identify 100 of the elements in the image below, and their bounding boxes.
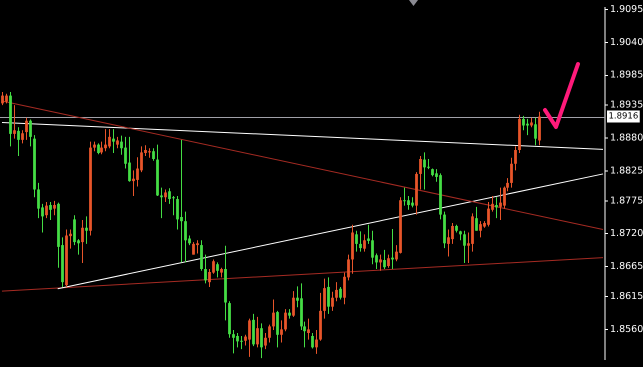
y-tick-label: 1.8880	[610, 132, 643, 144]
candlestick	[311, 332, 314, 350]
candlestick	[280, 320, 283, 344]
candlestick	[104, 128, 107, 152]
candlestick	[379, 254, 382, 272]
candlestick	[459, 230, 462, 241]
candlestick	[371, 230, 374, 265]
candlestick	[530, 117, 533, 128]
candlestick	[339, 286, 342, 300]
candlestick	[132, 170, 135, 197]
candlestick	[284, 308, 287, 332]
candlestick	[21, 130, 24, 144]
candlestick	[447, 229, 450, 257]
candlestick	[463, 230, 466, 264]
candlestick	[168, 188, 171, 204]
candlestick	[419, 155, 422, 190]
y-tick-label: 1.8825	[610, 165, 643, 176]
candlestick	[276, 310, 279, 348]
candlestick	[307, 318, 310, 340]
candlestick	[260, 322, 263, 359]
candlestick	[192, 242, 195, 256]
candlestick	[323, 278, 326, 320]
candlestick	[200, 240, 203, 272]
candlestick	[176, 196, 179, 230]
candlestick	[538, 111, 541, 146]
candlestick	[514, 146, 517, 171]
candlestick	[196, 240, 199, 254]
candlestick	[136, 156, 139, 187]
y-tick-label: 1.8720	[610, 228, 643, 240]
candlestick	[53, 200, 56, 216]
candlestick	[220, 267, 223, 278]
candlestick	[331, 291, 334, 312]
candlestick	[359, 230, 362, 252]
candlestick	[363, 234, 366, 252]
y-tick-label: 1.8985	[610, 70, 643, 81]
candlestick	[85, 216, 88, 244]
candlestick	[534, 117, 537, 146]
candlestick	[100, 141, 103, 155]
candlestick	[423, 152, 426, 190]
candlestick	[112, 128, 115, 154]
y-tick-label: 1.8615	[610, 290, 643, 302]
candlestick	[108, 128, 111, 149]
candlestick	[272, 299, 275, 330]
candlestick	[73, 214, 76, 246]
candlestick	[240, 335, 243, 350]
ref-line-label: 1.8916	[608, 112, 638, 122]
y-tick-label: 1.8775	[610, 195, 643, 206]
y-tick-label: 1.9095	[610, 4, 643, 15]
candlestick	[172, 196, 175, 216]
y-tick-label: 1.8935	[610, 100, 643, 111]
candlestick	[288, 308, 291, 320]
candlestick	[383, 249, 386, 270]
y-tick-label: 1.8560	[610, 324, 643, 335]
candlestick	[29, 119, 32, 147]
candlestick	[13, 104, 16, 140]
candlestick	[45, 202, 48, 219]
candlestick	[495, 196, 498, 219]
y-tick-label: 1.8665	[610, 261, 643, 272]
candlestick	[387, 254, 390, 268]
candlestick	[216, 262, 219, 278]
candlestick	[268, 324, 271, 344]
candlestick	[204, 254, 207, 284]
candlestick	[116, 136, 119, 149]
candlestick	[25, 117, 28, 140]
candlestick	[5, 93, 8, 104]
candlestick	[180, 139, 183, 263]
candlestick	[17, 126, 20, 156]
candlestick	[93, 141, 96, 152]
candlestick	[49, 202, 52, 220]
candlestick	[1, 92, 4, 106]
candlestick	[411, 196, 414, 208]
candlestick	[152, 148, 155, 162]
candlestick	[128, 136, 131, 182]
candlestick	[510, 157, 513, 188]
candlestick	[37, 182, 40, 219]
candlestick	[407, 196, 410, 210]
candlestick	[315, 330, 318, 354]
candlestick	[526, 118, 529, 136]
candlestick	[164, 188, 167, 203]
candlestick	[499, 187, 502, 220]
candlestick	[264, 332, 267, 350]
candlestick	[248, 318, 251, 358]
candlestick	[327, 276, 330, 314]
candlestick	[292, 290, 295, 318]
candlestick	[427, 158, 430, 170]
candlestick	[160, 187, 163, 219]
candlestick	[232, 330, 235, 354]
candlestick	[522, 115, 525, 131]
candlestick	[475, 206, 478, 232]
candlestick	[81, 219, 84, 264]
candlestick	[256, 316, 259, 348]
candlestick	[487, 202, 490, 228]
candlestick	[451, 222, 454, 244]
candlestick	[479, 220, 482, 238]
y-tick-label: 1.9040	[610, 36, 643, 48]
candlestick	[97, 142, 100, 155]
candlestick	[236, 332, 239, 348]
candlestick	[355, 230, 358, 252]
candlestick	[391, 228, 394, 270]
candlestick	[335, 282, 338, 302]
